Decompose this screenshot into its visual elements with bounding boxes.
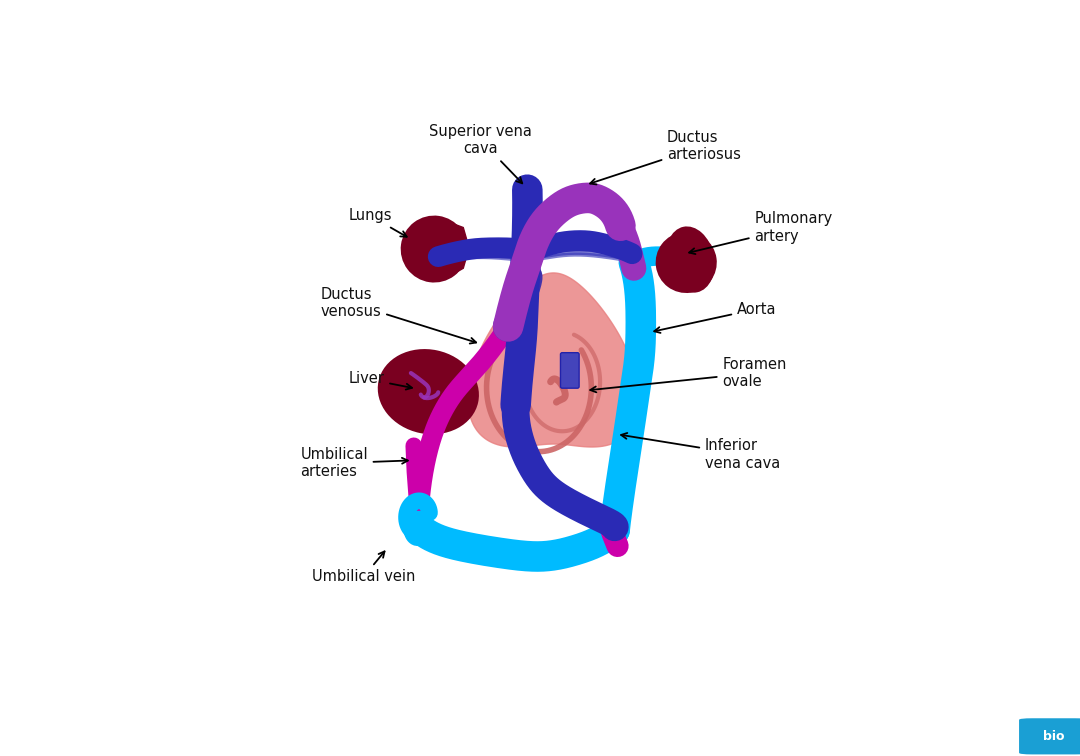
Text: Umbilical
arteries: Umbilical arteries — [300, 447, 408, 479]
Polygon shape — [468, 273, 639, 447]
Ellipse shape — [401, 215, 468, 283]
Text: Lungs: Lungs — [349, 209, 407, 237]
Ellipse shape — [404, 528, 415, 536]
FancyBboxPatch shape — [561, 352, 579, 388]
Text: Pulmonary
artery: Pulmonary artery — [689, 212, 833, 254]
Text: Ductus
arteriosus: Ductus arteriosus — [590, 130, 741, 184]
Ellipse shape — [656, 232, 717, 293]
Ellipse shape — [666, 226, 715, 293]
Text: bio: bio — [1043, 730, 1065, 743]
Text: Foramen
ovale: Foramen ovale — [591, 357, 786, 392]
Polygon shape — [405, 218, 469, 280]
Text: Superior vena
cava: Superior vena cava — [429, 124, 532, 183]
Text: Ductus
venosus: Ductus venosus — [321, 287, 476, 343]
Text: Umbilical vein: Umbilical vein — [312, 551, 416, 584]
Text: Aorta: Aorta — [654, 302, 777, 333]
FancyBboxPatch shape — [1020, 718, 1080, 754]
Ellipse shape — [378, 349, 478, 434]
Text: Created in: Created in — [764, 730, 833, 743]
Ellipse shape — [405, 513, 417, 524]
Text: Inferior
vena cava: Inferior vena cava — [621, 433, 780, 471]
Text: Liver: Liver — [349, 371, 411, 389]
Ellipse shape — [406, 494, 422, 507]
Text: BioRender.com: BioRender.com — [876, 730, 981, 743]
